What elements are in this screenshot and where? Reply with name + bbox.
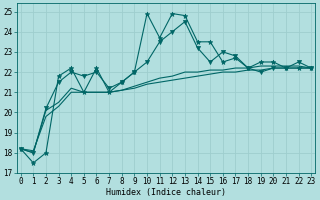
X-axis label: Humidex (Indice chaleur): Humidex (Indice chaleur) (106, 188, 226, 197)
